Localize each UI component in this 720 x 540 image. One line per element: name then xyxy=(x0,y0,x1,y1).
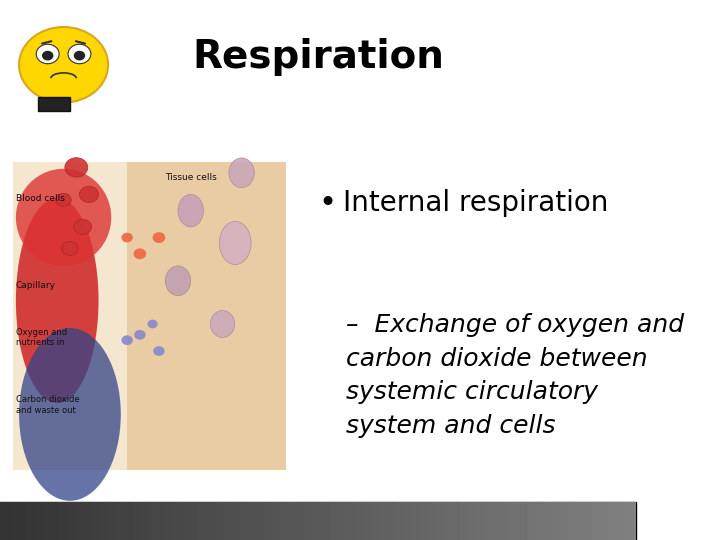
Circle shape xyxy=(56,193,71,206)
Text: Internal respiration: Internal respiration xyxy=(343,189,608,217)
Text: Respiration: Respiration xyxy=(192,38,444,76)
Bar xyxy=(38,97,70,111)
Circle shape xyxy=(42,51,53,60)
Circle shape xyxy=(122,233,133,242)
Text: Tissue cells: Tissue cells xyxy=(166,173,217,182)
Circle shape xyxy=(133,248,146,259)
Circle shape xyxy=(153,232,166,243)
Circle shape xyxy=(19,27,108,103)
Ellipse shape xyxy=(178,194,204,227)
Text: Oxygen and
nutrients in: Oxygen and nutrients in xyxy=(16,328,67,347)
Text: Carbon dioxide
and waste out: Carbon dioxide and waste out xyxy=(16,395,79,415)
Circle shape xyxy=(73,219,91,234)
Circle shape xyxy=(62,241,78,255)
Circle shape xyxy=(73,51,85,60)
Circle shape xyxy=(68,44,91,64)
FancyBboxPatch shape xyxy=(0,502,636,540)
Bar xyxy=(127,162,286,470)
Text: •: • xyxy=(318,189,336,218)
Bar xyxy=(13,162,286,470)
Circle shape xyxy=(134,330,145,340)
Ellipse shape xyxy=(229,158,254,187)
Text: Blood cells: Blood cells xyxy=(16,194,65,204)
Ellipse shape xyxy=(16,169,112,266)
Circle shape xyxy=(36,44,59,64)
Text: Capillary: Capillary xyxy=(16,281,56,289)
Ellipse shape xyxy=(19,328,121,501)
Ellipse shape xyxy=(166,266,191,296)
Text: –  Exchange of oxygen and
carbon dioxide between
systemic circulatory
system and: – Exchange of oxygen and carbon dioxide … xyxy=(346,313,685,438)
Circle shape xyxy=(153,346,165,356)
Circle shape xyxy=(79,186,99,202)
Circle shape xyxy=(148,320,158,328)
Ellipse shape xyxy=(210,310,235,338)
Circle shape xyxy=(122,335,133,345)
Ellipse shape xyxy=(220,221,251,265)
Ellipse shape xyxy=(16,198,99,403)
Circle shape xyxy=(65,158,88,177)
